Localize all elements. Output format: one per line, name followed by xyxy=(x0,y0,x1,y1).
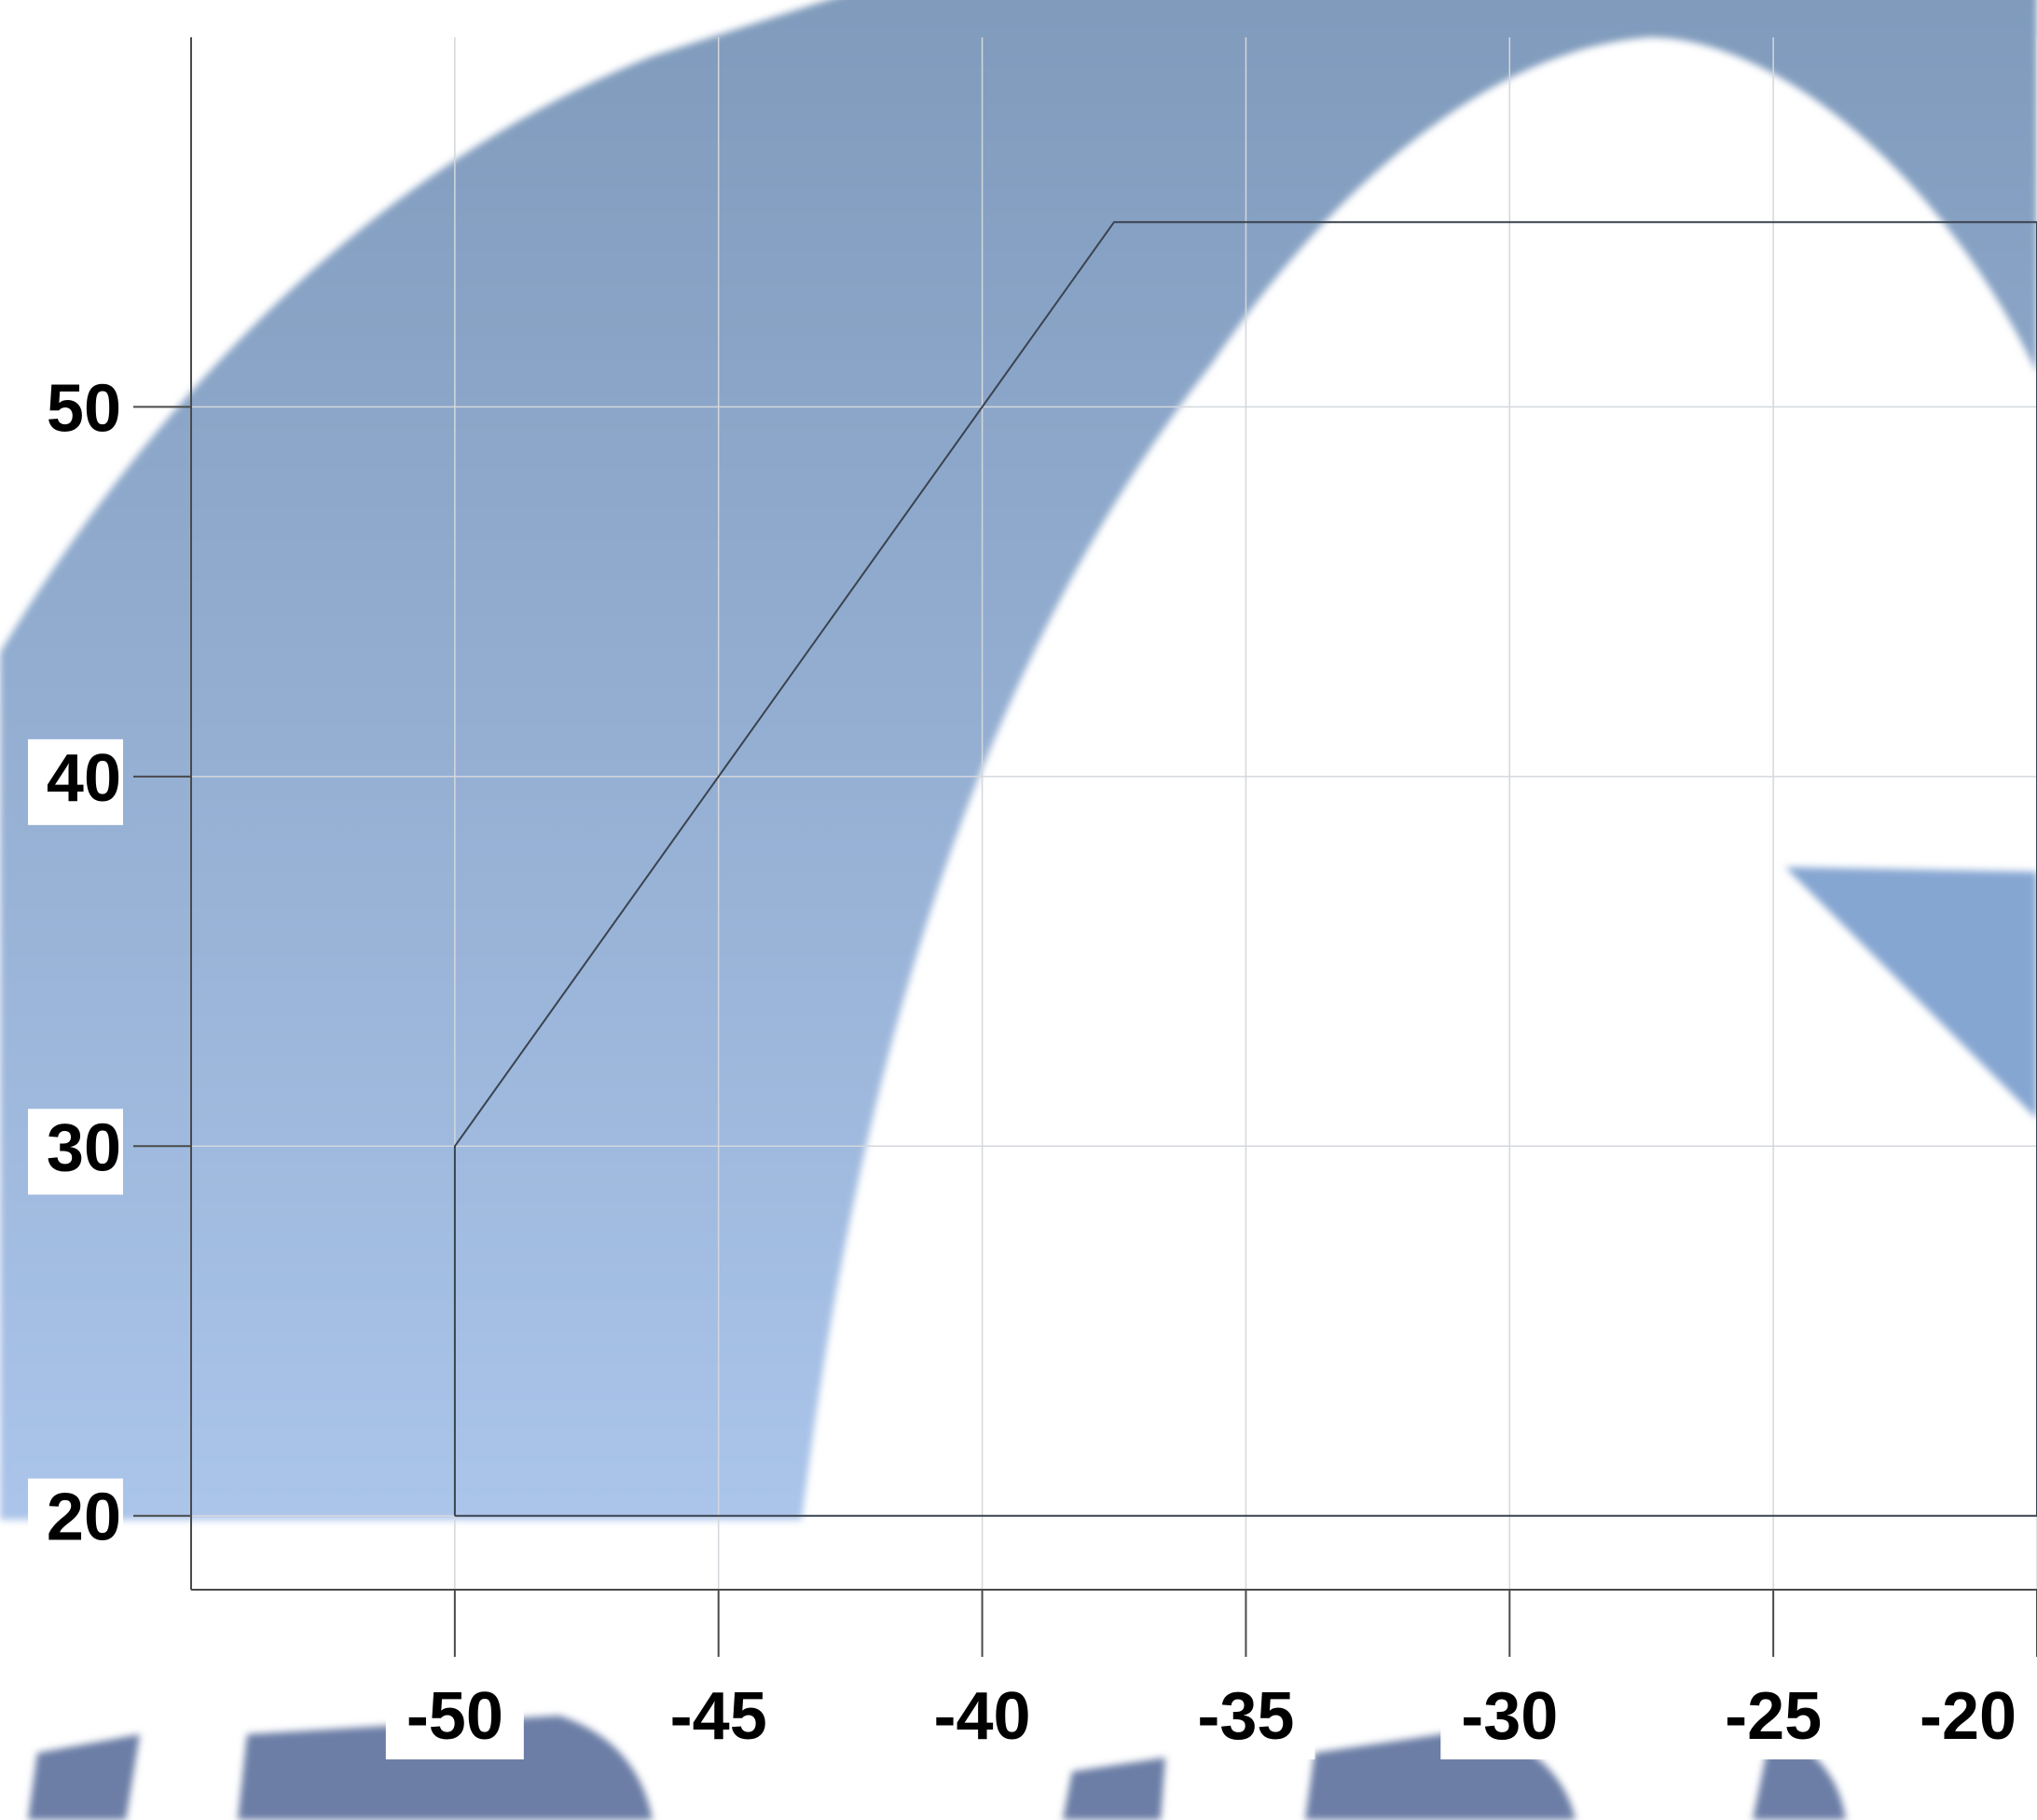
watermark-arc-shape xyxy=(0,0,2037,1520)
x-tick-labels: -50 -45 -40 -35 -30 -25 -20 xyxy=(385,1679,2037,1759)
y-tick-label-2: 40 xyxy=(47,741,121,816)
x-tick-label-2: -40 xyxy=(934,1679,1031,1754)
x-tick-label-bg-0 xyxy=(385,1683,524,1759)
series-line-0 xyxy=(453,221,2037,1517)
watermark-wedge-shape xyxy=(1785,867,2037,1119)
x-tick-label-3: -35 xyxy=(1197,1679,1294,1754)
y-tick-labels: 20 30 40 50 xyxy=(28,369,123,1565)
x-tick-label-4: -30 xyxy=(1461,1679,1558,1754)
x-tick-label-bg-2 xyxy=(913,1683,1052,1759)
x-tick-label-bg-6 xyxy=(1899,1683,2037,1759)
x-tick-label-bg-1 xyxy=(649,1683,788,1759)
y-tick-label-bg-3 xyxy=(28,369,123,456)
y-tick-label-bg-2 xyxy=(28,738,123,825)
x-tick-label-bg-4 xyxy=(1440,1683,1579,1759)
y-tick-label-bg-0 xyxy=(28,1478,123,1565)
y-tick-label-0: 20 xyxy=(47,1481,121,1555)
axes xyxy=(133,37,2037,1657)
x-tick-label-5: -25 xyxy=(1725,1679,1822,1754)
y-tick-label-3: 50 xyxy=(47,371,121,446)
x-tick-label-bg-3 xyxy=(1177,1683,1315,1759)
x-tick-label-bg-5 xyxy=(1704,1683,1843,1759)
x-tick-label-6: -20 xyxy=(1920,1679,2016,1754)
y-tick-label-1: 30 xyxy=(47,1110,121,1185)
x-tick-label-1: -45 xyxy=(670,1679,767,1754)
y-tick-label-bg-1 xyxy=(28,1109,123,1195)
x-tick-label-0: -50 xyxy=(406,1679,503,1754)
